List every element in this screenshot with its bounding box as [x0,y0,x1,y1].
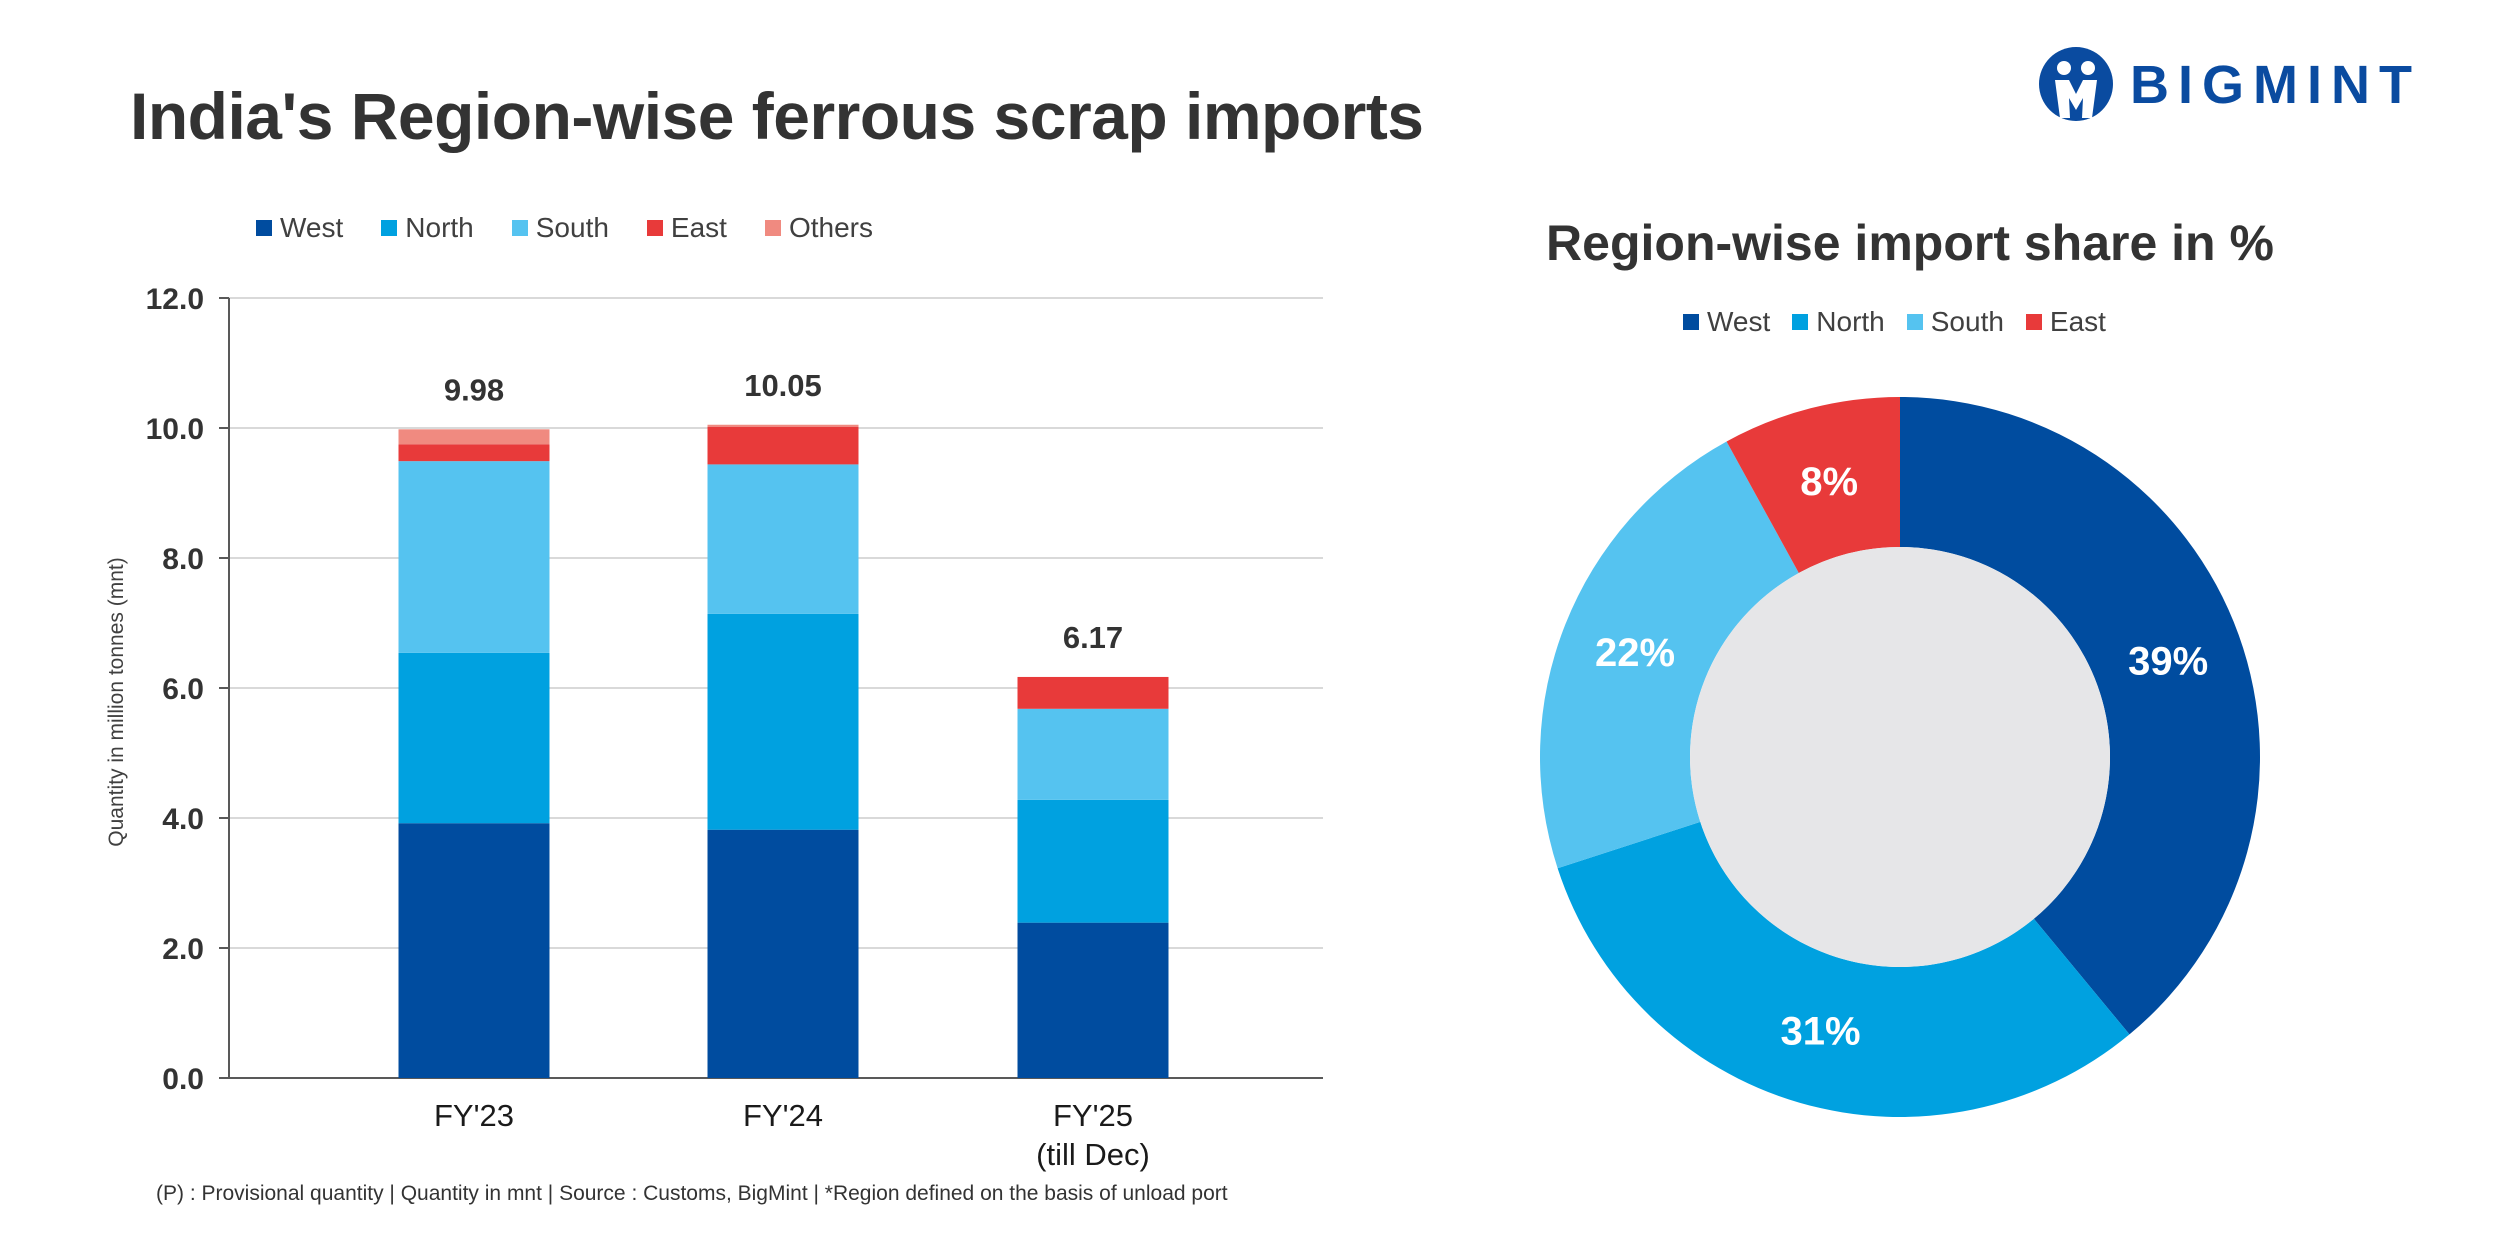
bar-segment-others [398,429,550,445]
page-title: India's Region-wise ferrous scrap import… [130,79,1424,153]
x-tick-label: FY'23 [434,1098,514,1133]
donut-legend-item-south: South [1906,306,2004,338]
y-tick-label: 0.0 [162,1063,204,1096]
donut-chart-title: Region-wise import share in % [1546,215,2274,271]
y-axis-label: Quantity in million tonnes (mnt) [105,557,128,846]
legend-swatch [511,220,528,236]
legend-swatch [1906,314,1923,330]
bar-chart-legend: West North South East Others [256,212,873,244]
y-tick-label: 10.0 [146,413,204,446]
bar-total-label: 10.05 [744,368,822,403]
bar-segment-east [707,426,859,465]
bar-segment-others [707,424,859,427]
x-tick-label: FY'25 [1053,1098,1133,1133]
legend-item-west: West [256,212,343,244]
legend-label: South [1930,306,2004,337]
donut-slice-label: 8% [1800,460,1858,504]
y-tick-label: 12.0 [146,283,204,316]
donut-hole [1690,547,2110,967]
legend-swatch [2025,314,2042,330]
legend-item-north: North [381,212,474,244]
brand-name: BIGMINT [2130,55,2421,115]
bar-segment-north [398,652,550,824]
footnote: (P) : Provisional quantity | Quantity in… [156,1182,1228,1205]
legend-label: East [2049,306,2106,337]
donut-legend-item-north: North [1792,306,1885,338]
bar-segment-south [1017,708,1169,800]
bar-segment-east [1017,676,1169,709]
bar-total-label: 6.17 [1063,620,1123,655]
stacked-bar-chart: 0.0 2.0 4.0 6.0 8.0 10.0 12.0 Quantity in milli… [105,283,1323,1172]
donut-slice-label: 22% [1595,631,1675,675]
y-tick-label: 2.0 [162,933,204,966]
donut-slice-label: 31% [1780,1010,1860,1054]
bar-segment-west [1017,922,1169,1078]
bigmint-logo-icon [2039,47,2113,121]
donut-slice-north [1557,821,2130,1117]
legend-label: West [1707,306,1771,337]
legend-item-others: Others [764,212,873,244]
donut-legend-item-west: West [1683,306,1770,338]
bar-segment-east [398,444,550,462]
donut-chart-legend: West North South East [1683,306,2128,338]
legend-swatch [764,220,781,236]
bar-segment-west [707,829,859,1078]
legend-swatch [646,220,663,236]
y-tick-label: 6.0 [162,673,204,706]
legend-item-east: East [646,212,727,244]
bar-segment-west [398,823,550,1078]
donut-legend-item-east: East [2025,306,2106,338]
legend-item-south: South [511,212,609,244]
legend-label: North [405,212,474,243]
bar-total-label: 9.98 [444,372,504,407]
bar-segment-south [707,464,859,614]
bar-segment-north [1017,799,1169,923]
y-tick-label: 4.0 [162,803,204,836]
legend-label: South [535,212,609,243]
x-tick-label: FY'24 [743,1098,823,1133]
donut-slice-west [1900,397,2261,1035]
legend-swatch [1792,314,1809,330]
donut-slice-east [1726,397,1900,573]
bar-segment-north [707,613,859,830]
x-tick-label: (till Dec) [1036,1137,1150,1172]
donut-slice-south [1540,441,1799,869]
legend-swatch [1683,314,1699,330]
donut-slice-label: 39% [2128,639,2208,683]
legend-swatch [256,220,272,236]
legend-swatch [381,220,398,236]
bar-segment-south [398,461,550,653]
bigmint-logo: BIGMINT [2036,44,2436,124]
legend-label: North [1816,306,1885,337]
legend-label: Others [788,212,873,243]
legend-label: East [670,212,727,243]
legend-label: West [280,212,344,243]
y-tick-label: 8.0 [162,543,204,576]
